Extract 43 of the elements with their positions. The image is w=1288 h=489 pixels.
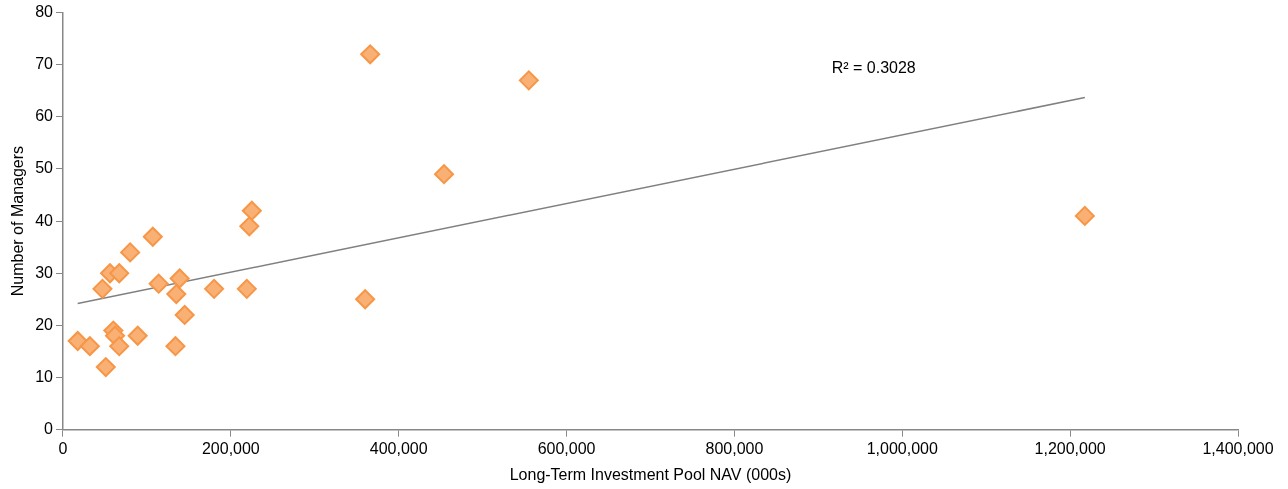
y-tick-label: 0 (44, 420, 54, 438)
y-tick-label: 50 (35, 159, 54, 177)
y-tick-label: 70 (35, 55, 54, 73)
point (95, 357, 116, 378)
point (169, 268, 190, 289)
point (355, 289, 376, 310)
y-tick-label: 30 (35, 263, 54, 281)
x-tick-label: 400,000 (369, 439, 428, 457)
point (120, 242, 141, 263)
point (67, 330, 88, 351)
y-tick-label: 20 (35, 315, 54, 333)
point (239, 216, 260, 237)
point (518, 70, 539, 91)
point (127, 325, 148, 346)
y-tick-label: 60 (35, 107, 54, 125)
point (434, 164, 455, 185)
x-tick-label: 1,400,000 (1202, 439, 1274, 457)
x-tick-label: 1,000,000 (866, 439, 938, 457)
y-tick-label: 40 (35, 211, 54, 229)
point (148, 273, 169, 294)
point (109, 263, 130, 284)
point (360, 44, 381, 65)
point (79, 336, 100, 357)
point (174, 304, 195, 325)
annotation: R² = 0.3028 (831, 59, 916, 77)
x-tick-label: 1,200,000 (1034, 439, 1106, 457)
point (166, 284, 187, 305)
point (204, 278, 225, 299)
point (142, 226, 163, 247)
y-axis-title: Number of Managers (9, 145, 27, 297)
x-tick-label: 600,000 (537, 439, 596, 457)
y-tick-label: 80 (35, 3, 54, 21)
x-tick-label: 200,000 (201, 439, 260, 457)
point (92, 278, 113, 299)
x-axis-title: Long-Term Investment Pool NAV (000s) (509, 465, 792, 483)
point (236, 278, 257, 299)
point (1074, 205, 1095, 226)
x-tick-label: 0 (58, 439, 68, 457)
point (109, 336, 130, 357)
x-tick-label: 800,000 (705, 439, 764, 457)
y-tick-label: 10 (35, 367, 54, 385)
point (165, 336, 186, 357)
point (241, 200, 262, 221)
